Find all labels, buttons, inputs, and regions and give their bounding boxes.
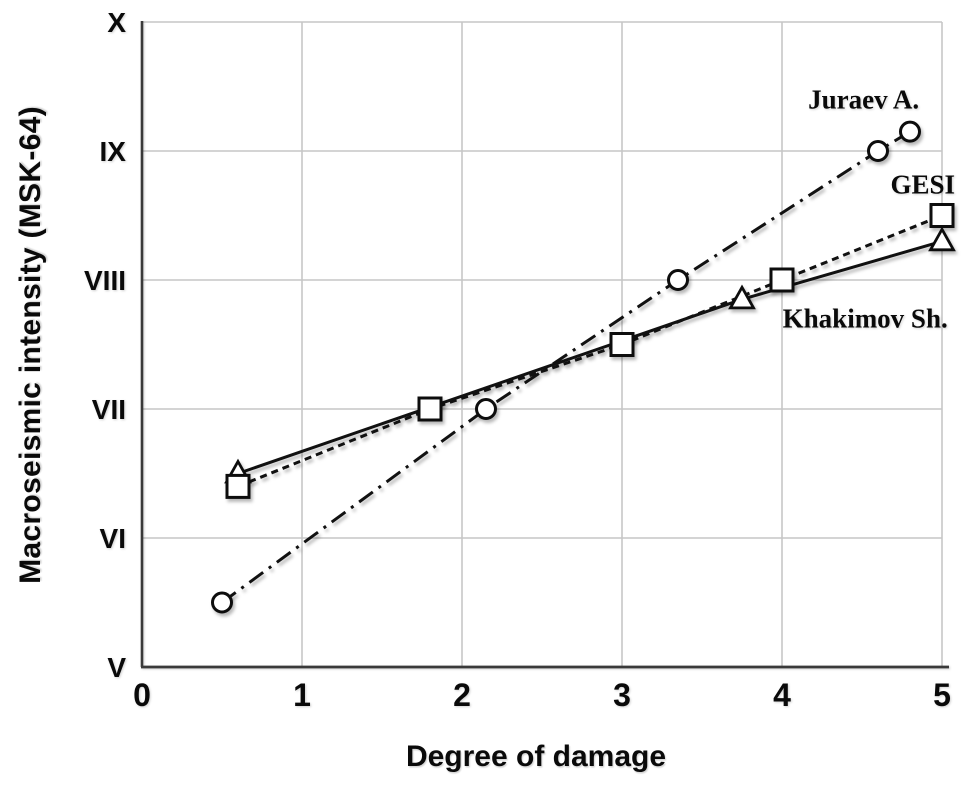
- x-axis-title: Degree of damage: [405, 740, 667, 773]
- series-label-juraev-a: Juraev A.: [808, 84, 919, 114]
- square-marker: [929, 203, 955, 228]
- y-tick-label: IX: [100, 136, 127, 167]
- series-label-khakimov-sh: Khakimov Sh.: [783, 304, 948, 334]
- square-marker: [417, 396, 443, 422]
- x-tick-label: 0: [133, 677, 151, 713]
- x-tick-labels: 0 1 2 3 4 5: [133, 677, 951, 713]
- y-tick-label: VII: [92, 394, 126, 425]
- x-tick-label: 1: [293, 677, 311, 713]
- x-tick-label: 5: [933, 677, 951, 713]
- square-marker: [769, 267, 795, 293]
- x-tick-label: 3: [613, 677, 631, 713]
- series-labels: Juraev A. GESI Khakimov Sh.: [783, 84, 955, 333]
- circle-marker: [211, 591, 233, 614]
- y-tick-label: V: [107, 652, 126, 683]
- markers-gesi: [225, 203, 955, 499]
- circle-marker: [667, 269, 689, 291]
- y-tick-label: X: [107, 7, 126, 38]
- square-marker: [225, 473, 251, 499]
- series-label-gesi: GESI: [891, 170, 956, 200]
- series-line-khakimov-sh: [237, 239, 943, 475]
- x-tick-label: 2: [453, 677, 471, 713]
- y-tick-label: VI: [100, 523, 126, 554]
- circle-marker: [475, 398, 497, 420]
- markers-juraev-a: [211, 120, 921, 614]
- circle-marker: [867, 140, 889, 162]
- gridlines: [142, 21, 943, 667]
- y-tick-labels: V VI VII VIII IX X: [84, 7, 126, 683]
- triangle-marker: [928, 226, 956, 252]
- y-axis-title: Macroseismic intensity (MSK-64): [14, 106, 47, 584]
- series-markers: [211, 120, 956, 614]
- y-tick-label: VIII: [84, 265, 126, 296]
- square-marker: [609, 332, 635, 357]
- circle-marker: [899, 120, 921, 143]
- axes-spines: [140, 21, 949, 669]
- triangle-marker: [728, 284, 756, 310]
- x-tick-label: 4: [773, 677, 791, 713]
- series-lines: [221, 130, 943, 604]
- series-line-juraev-a: [221, 130, 911, 604]
